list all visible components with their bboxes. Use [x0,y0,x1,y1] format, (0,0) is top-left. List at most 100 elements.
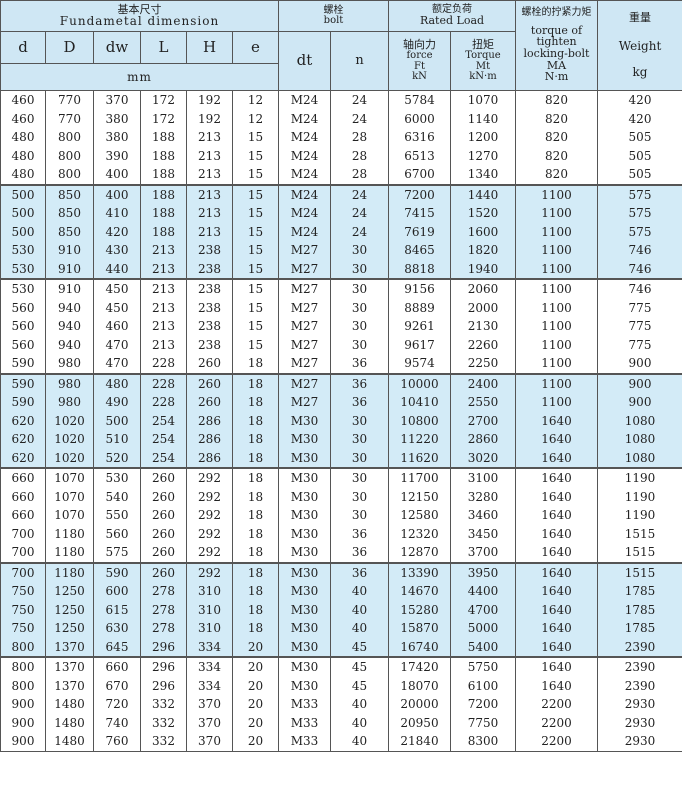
table-row: 590 980 480 228 260 18 M27 36 10000 2400 1100 900 [0,372,682,393]
table-cell: M27 [278,278,331,299]
table-cell: 7415 [388,204,451,223]
table-cell: 278 [140,600,187,619]
table-cell: 228 [140,372,187,393]
table-cell: 2200 [515,732,598,752]
table-row: 900 1480 720 332 370 20 M33 40 20000 7200 2200 2930 [0,695,682,714]
table-cell: 1640 [515,600,598,619]
table-cell: 15 [232,165,279,185]
table-cell: 296 [140,676,187,695]
table-cell: 1640 [515,582,598,601]
table-cell: 18 [232,524,279,543]
table-cell: 1250 [45,619,94,638]
col-e: e [232,31,279,64]
table-cell: 30 [330,411,389,430]
table-cell: 1140 [450,109,516,128]
table-cell: 775 [597,335,682,354]
table-cell: 390 [93,146,141,165]
table-cell: 6513 [388,146,451,165]
table-cell: 530 [0,278,46,299]
table-cell: 2930 [597,713,682,732]
table-cell: 746 [597,259,682,279]
table-row: 800 1370 660 296 334 20 M30 45 17420 5750 1640 2390 [0,656,682,677]
table-cell: 172 [140,109,187,128]
table-cell: 188 [140,165,187,185]
table-cell: M24 [278,183,331,204]
table-cell: 480 [0,128,46,147]
header-en: Torque [465,50,501,62]
table-cell: 505 [597,165,682,185]
table-cell: 1080 [597,448,682,468]
table-cell: 238 [186,241,233,260]
table-cell: 1480 [45,695,94,714]
table-cell: 16740 [388,637,451,657]
table-cell: 4700 [450,600,516,619]
torque-symbol: Mt [475,60,491,72]
table-row: 750 1250 630 278 310 18 M30 40 15870 5000 1640 1785 [0,619,682,638]
table-cell: 750 [0,619,46,638]
table-cell: 192 [186,109,233,128]
table-cell: 18 [232,561,279,582]
table-cell: 900 [597,372,682,393]
weight-header: 重量 Weight kg [597,0,682,91]
table-cell: 296 [140,637,187,657]
table-cell: M24 [278,222,331,241]
table-cell: 850 [45,204,94,223]
table-cell: 15 [232,317,279,336]
table-cell: 1520 [450,204,516,223]
table-cell: 2200 [515,713,598,732]
table-cell: 420 [93,222,141,241]
table-cell: M30 [278,637,331,657]
table-cell: M27 [278,317,331,336]
table-cell: 18 [232,430,279,449]
table-cell: M24 [278,165,331,185]
table-cell: 480 [93,372,141,393]
table-cell: 334 [186,676,233,695]
table-cell: 310 [186,619,233,638]
weight-unit: kg [632,65,648,80]
table-cell: 24 [330,204,389,223]
header-cn: 额定负荷 [432,3,472,15]
header-en: force [406,50,433,62]
table-cell: 1640 [515,487,598,506]
table-cell: 5784 [388,90,451,110]
table-cell: 540 [93,487,141,506]
table-cell: M27 [278,298,331,317]
table-cell: 800 [0,676,46,695]
table-cell: 278 [140,582,187,601]
table-cell: 1100 [515,259,598,279]
table-cell: 500 [0,222,46,241]
table-cell: M30 [278,543,331,563]
table-cell: 480 [0,146,46,165]
table-cell: 820 [515,165,598,185]
table-cell: 18 [232,393,279,412]
table-cell: M30 [278,561,331,582]
table-cell: 11620 [388,448,451,468]
table-row: 700 1180 560 260 292 18 M30 36 12320 3450 1640 1515 [0,524,682,543]
table-cell: 213 [140,241,187,260]
table-cell: 45 [330,676,389,695]
table-row: 800 1370 645 296 334 20 M30 45 16740 5400 1640 2390 [0,637,682,657]
table-cell: 1940 [450,259,516,279]
table-cell: 18 [232,411,279,430]
table-cell: 260 [140,524,187,543]
table-cell: 228 [140,354,187,374]
dimension-table: 基本尺寸 Fundametal dimension 螺栓 bolt 额定负荷 R… [0,0,682,752]
table-cell: 505 [597,128,682,147]
table-cell: 1100 [515,241,598,260]
table-cell: 620 [0,448,46,468]
table-cell: M30 [278,582,331,601]
table-cell: 45 [330,656,389,677]
table-cell: 15 [232,259,279,279]
table-cell: 850 [45,183,94,204]
table-cell: 1640 [515,448,598,468]
header-en: Rated Load [419,14,485,28]
table-cell: 30 [330,448,389,468]
table-cell: 332 [140,713,187,732]
table-row: 620 1020 520 254 286 18 M30 30 11620 3020 1640 1080 [0,448,682,468]
table-cell: 20950 [388,713,451,732]
table-cell: 1190 [597,487,682,506]
table-cell: 238 [186,259,233,279]
table-cell: 12150 [388,487,451,506]
table-cell: M30 [278,448,331,468]
table-row: 530 910 450 213 238 15 M27 30 9156 2060 1100 746 [0,278,682,299]
